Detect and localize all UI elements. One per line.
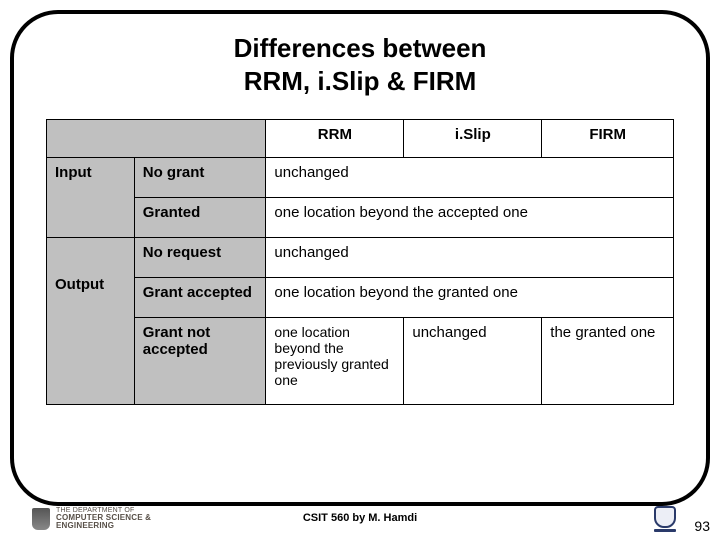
table-row: Grant not accepted one location beyond t… [47,318,674,405]
table-row: Granted one location beyond the accepted… [47,198,674,238]
category-output: Output [47,238,135,405]
category-output-label: Output [55,276,104,293]
cond-grant-accepted: Grant accepted [134,278,266,318]
col-header-rrm: RRM [266,120,404,158]
table-row: Input No grant unchanged [47,158,674,198]
title-line-2: RRM, i.Slip & FIRM [244,66,477,96]
title-line-1: Differences between [234,33,487,63]
table-header-row: RRM i.Slip FIRM [47,120,674,158]
logo-bar-icon [654,529,676,532]
table-row: Grant accepted one location beyond the g… [47,278,674,318]
val-gna-firm: the granted one [542,318,674,405]
val-gna-rrm: one location beyond the previously grant… [266,318,404,405]
comparison-table: RRM i.Slip FIRM Input No grant unchanged… [46,119,674,405]
col-header-firm: FIRM [542,120,674,158]
university-logo [654,506,676,532]
header-blank [47,120,266,158]
val-output-noreq: unchanged [266,238,674,278]
table-row: Output No request unchanged [47,238,674,278]
category-input: Input [47,158,135,238]
footer: THE DEPARTMENT OF COMPUTER SCIENCE & ENG… [0,508,720,534]
shield-icon [654,506,676,528]
slide-frame: Differences between RRM, i.Slip & FIRM R… [10,10,710,506]
val-input-granted: one location beyond the accepted one [266,198,674,238]
cond-no-request: No request [134,238,266,278]
footer-credit: CSIT 560 by M. Hamdi [0,512,720,524]
page-number: 93 [694,518,710,534]
cond-no-grant: No grant [134,158,266,198]
val-input-nogrant: unchanged [266,158,674,198]
val-gna-islip: unchanged [404,318,542,405]
col-header-islip: i.Slip [404,120,542,158]
val-output-ga: one location beyond the granted one [266,278,674,318]
cond-granted: Granted [134,198,266,238]
slide-title: Differences between RRM, i.Slip & FIRM [46,32,674,97]
cond-grant-not-accepted: Grant not accepted [134,318,266,405]
